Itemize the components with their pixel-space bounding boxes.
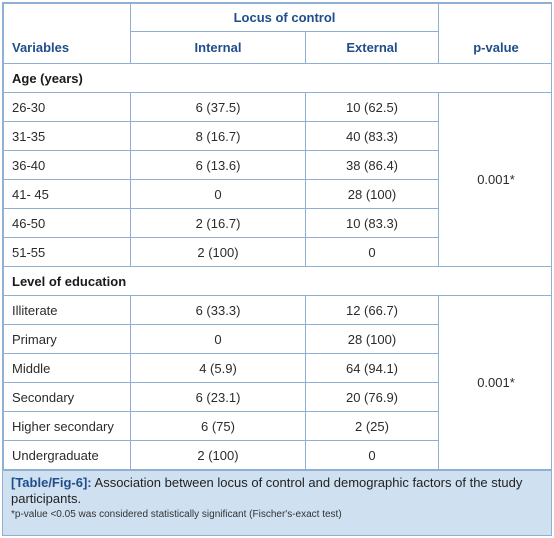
external-cell: 0	[305, 237, 439, 267]
table-row: 41- 45 0 28 (100)	[3, 179, 552, 209]
section-title: Age (years)	[3, 63, 551, 93]
header-external: External	[305, 31, 439, 64]
header-p-value: p-value	[438, 31, 551, 64]
internal-cell: 2 (16.7)	[130, 208, 306, 238]
external-cell: 12 (66.7)	[305, 295, 439, 325]
internal-cell: 6 (23.1)	[130, 382, 306, 412]
external-cell: 40 (83.3)	[305, 121, 439, 151]
external-cell: 28 (100)	[305, 179, 439, 209]
external-cell: 20 (76.9)	[305, 382, 439, 412]
variable-cell: 31-35	[3, 121, 131, 151]
section-row: Level of education	[3, 266, 551, 296]
variable-cell: Middle	[3, 353, 131, 383]
table-row: Primary 0 28 (100)	[3, 324, 552, 354]
external-cell: 0	[305, 440, 439, 470]
external-cell: 28 (100)	[305, 324, 439, 354]
table-row: 36-40 6 (13.6) 38 (86.4)	[3, 150, 552, 180]
header-row-group: Locus of control	[3, 3, 551, 32]
variable-cell: Undergraduate	[3, 440, 131, 470]
variable-cell: Higher secondary	[3, 411, 131, 441]
internal-cell: 0	[130, 179, 306, 209]
external-cell: 38 (86.4)	[305, 150, 439, 180]
internal-cell: 2 (100)	[130, 237, 306, 267]
table-row: Middle 4 (5.9) 64 (94.1)	[3, 353, 552, 383]
caption-description: Association between locus of control and…	[11, 475, 523, 506]
variable-cell: 36-40	[3, 150, 131, 180]
variable-cell: 51-55	[3, 237, 131, 267]
table-row: 46-50 2 (16.7) 10 (83.3)	[3, 208, 552, 238]
internal-cell: 8 (16.7)	[130, 121, 306, 151]
external-cell: 2 (25)	[305, 411, 439, 441]
table-row: Secondary 6 (23.1) 20 (76.9)	[3, 382, 552, 412]
variable-cell: 26-30	[3, 92, 131, 122]
caption-label: [Table/Fig-6]:	[11, 475, 92, 490]
variable-cell: Primary	[3, 324, 131, 354]
internal-cell: 2 (100)	[130, 440, 306, 470]
internal-cell: 0	[130, 324, 306, 354]
internal-cell: 4 (5.9)	[130, 353, 306, 383]
header-empty-cell	[438, 3, 551, 32]
variable-cell: Secondary	[3, 382, 131, 412]
table-row: 31-35 8 (16.7) 40 (83.3)	[3, 121, 552, 151]
header-variables: Variables	[3, 31, 131, 64]
p-value-cell: 0.001*	[438, 295, 551, 470]
p-value-cell: 0.001*	[438, 92, 551, 267]
internal-cell: 6 (37.5)	[130, 92, 306, 122]
external-cell: 10 (62.5)	[305, 92, 439, 122]
internal-cell: 6 (75)	[130, 411, 306, 441]
section-row: Age (years)	[3, 63, 551, 93]
variable-cell: 46-50	[3, 208, 131, 238]
header-empty-cell	[3, 3, 131, 32]
section-title: Level of education	[3, 266, 551, 296]
variable-cell: 41- 45	[3, 179, 131, 209]
table-caption: [Table/Fig-6]: Association between locus…	[3, 470, 551, 535]
header-row-columns: Variables Internal External p-value	[3, 31, 551, 64]
variable-cell: Illiterate	[3, 295, 131, 325]
header-locus-of-control: Locus of control	[130, 3, 439, 32]
caption-text: [Table/Fig-6]: Association between locus…	[11, 475, 543, 507]
external-cell: 64 (94.1)	[305, 353, 439, 383]
header-internal: Internal	[130, 31, 306, 64]
internal-cell: 6 (33.3)	[130, 295, 306, 325]
internal-cell: 6 (13.6)	[130, 150, 306, 180]
locus-of-control-table: Locus of control Variables Internal Exte…	[3, 3, 552, 470]
caption-footnote: *p-value <0.05 was considered statistica…	[11, 509, 342, 520]
external-cell: 10 (83.3)	[305, 208, 439, 238]
table-row: Undergraduate 2 (100) 0	[3, 440, 552, 470]
table-row: Illiterate 6 (33.3) 12 (66.7) 0.001*	[3, 295, 551, 470]
table-row: 26-30 6 (37.5) 10 (62.5) 0.001*	[3, 92, 551, 267]
